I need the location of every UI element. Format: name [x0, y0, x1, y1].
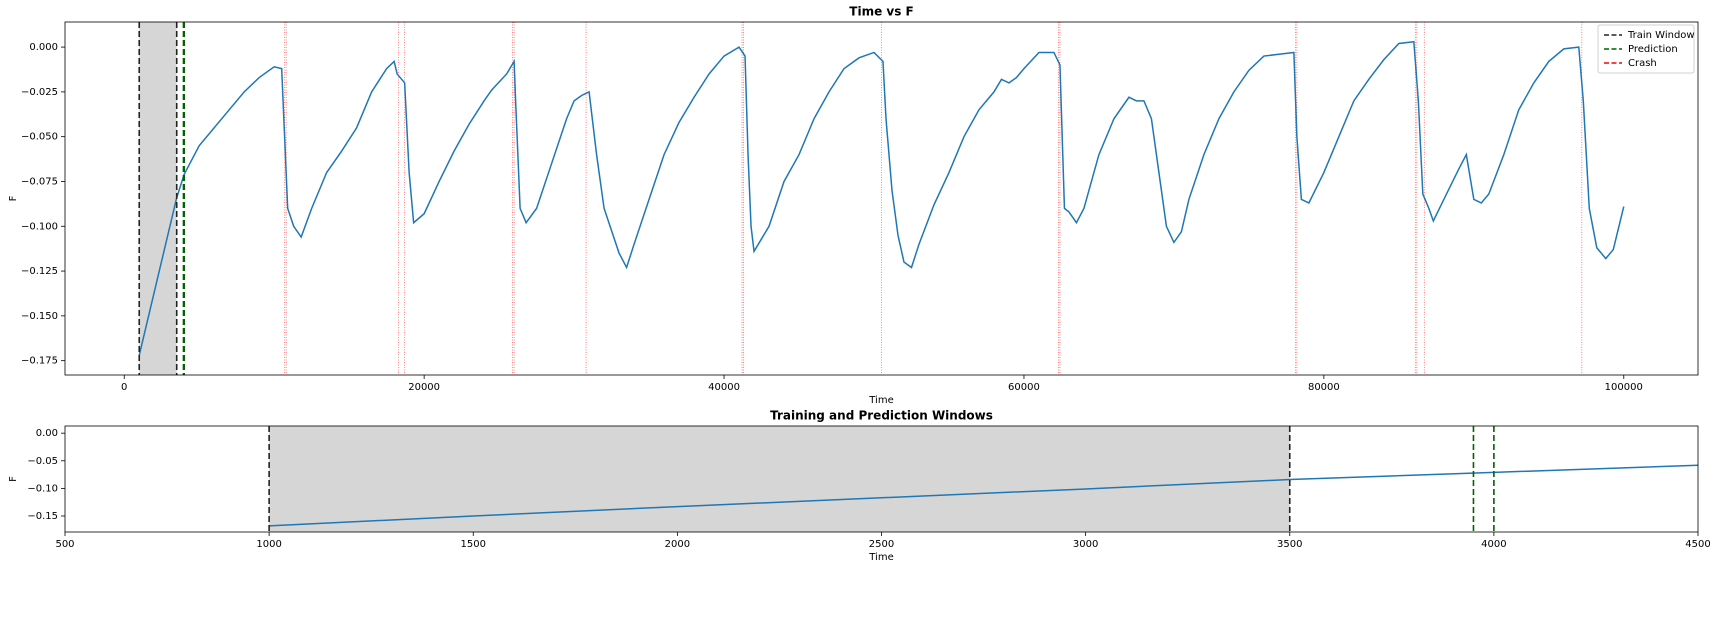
plot-area — [138, 22, 1625, 375]
x-tick-label: 3000 — [1073, 539, 1098, 550]
x-tick-label: 80000 — [1308, 382, 1340, 393]
x-tick-label: 1500 — [461, 539, 486, 550]
legend-box — [1597, 24, 1695, 74]
chart-title: Training and Prediction Windows — [770, 409, 993, 423]
x-tick-label: 2000 — [665, 539, 690, 550]
y-tick-label: −0.050 — [21, 132, 58, 143]
y-tick-label: −0.05 — [27, 456, 58, 467]
axes-frame — [64, 21, 1699, 376]
y-tick-label: −0.15 — [27, 511, 58, 522]
x-tick-label: 100000 — [1605, 382, 1643, 393]
train-window-shade — [269, 426, 1290, 532]
x-axis-label: Time — [868, 552, 893, 563]
y-tick-label: 0.000 — [29, 42, 58, 53]
y-tick-label: −0.075 — [21, 176, 58, 187]
x-tick-label: 2500 — [869, 539, 894, 550]
plot-area — [268, 426, 1698, 532]
x-tick-label: 4000 — [1481, 539, 1506, 550]
y-tick-label: −0.100 — [21, 221, 58, 232]
chart-title: Time vs F — [849, 5, 913, 19]
x-tick-label: 500 — [55, 539, 74, 550]
x-axis-label: Time — [868, 395, 893, 406]
y-axis-label: F — [8, 195, 19, 201]
y-tick-label: −0.175 — [21, 356, 58, 367]
x-tick-label: 60000 — [1008, 382, 1040, 393]
x-tick-label: 40000 — [708, 382, 740, 393]
legend-label: Crash — [1628, 58, 1657, 69]
y-tick-label: 0.00 — [36, 428, 58, 439]
legend-label: Prediction — [1628, 44, 1678, 55]
x-tick-label: 1000 — [256, 539, 281, 550]
x-tick-label: 3500 — [1277, 539, 1302, 550]
data-line — [269, 464, 1698, 527]
train-window-shade — [139, 22, 177, 375]
legend-label: Train Window — [1627, 30, 1695, 41]
data-line — [138, 40, 1625, 356]
x-tick-label: 0 — [121, 382, 127, 393]
y-tick-label: −0.150 — [21, 311, 58, 322]
y-axis-label: F — [8, 476, 19, 482]
y-tick-label: −0.125 — [21, 266, 58, 277]
y-tick-label: −0.025 — [21, 87, 58, 98]
y-tick-label: −0.10 — [27, 483, 58, 494]
x-tick-label: 20000 — [408, 382, 440, 393]
x-tick-label: 4500 — [1685, 539, 1710, 550]
